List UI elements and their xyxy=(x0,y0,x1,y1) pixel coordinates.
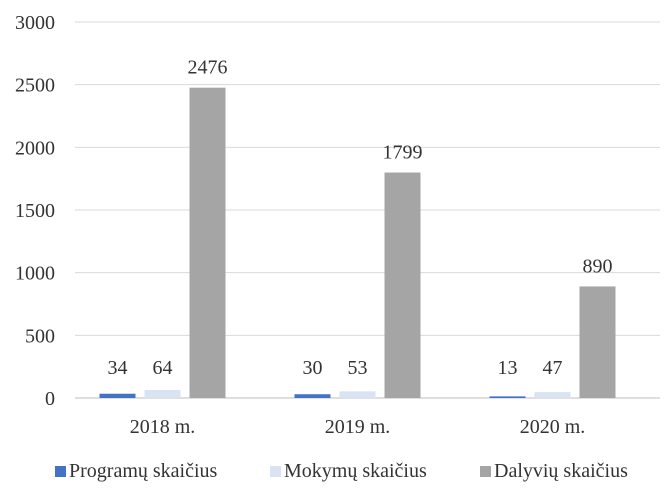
legend-item: Mokymų skaičius xyxy=(270,460,427,482)
y-tick-label: 1000 xyxy=(15,263,55,285)
y-tick-label: 500 xyxy=(25,325,55,347)
data-label: 34 xyxy=(108,357,128,379)
x-axis-category-labels: 2018 m. 2019 m. 2020 m. xyxy=(130,416,586,438)
y-axis-tick-labels: 0 500 1000 1500 2000 2500 3000 xyxy=(15,12,55,410)
bar-3-2 xyxy=(384,172,421,398)
y-tick-label: 2500 xyxy=(15,75,55,97)
legend-label: Mokymų skaičius xyxy=(284,460,427,482)
legend-item: Dalyvių skaičius xyxy=(480,460,628,482)
gridlines xyxy=(75,21,660,399)
bar-1-2 xyxy=(294,394,331,398)
bar-1-1 xyxy=(99,393,136,398)
data-label: 2476 xyxy=(188,57,228,79)
bar-3-1 xyxy=(189,87,226,398)
x-category-label: 2018 m. xyxy=(130,416,196,438)
y-tick-label: 0 xyxy=(45,388,55,410)
legend-swatch xyxy=(480,466,491,477)
bar-3-3 xyxy=(579,286,616,398)
bars xyxy=(99,87,616,398)
legend-label: Dalyvių skaičius xyxy=(494,460,628,482)
legend-label: Programų skaičius xyxy=(69,460,218,482)
data-label: 47 xyxy=(543,357,563,379)
legend-swatch xyxy=(55,466,66,477)
data-label: 13 xyxy=(498,357,518,379)
x-category-label: 2020 m. xyxy=(520,416,586,438)
legend-swatch xyxy=(270,466,281,477)
data-label: 890 xyxy=(583,255,613,277)
bar-2-2 xyxy=(339,391,376,398)
legend: Programų skaičius Mokymų skaičius Dalyvių … xyxy=(55,460,628,482)
bar-2-1 xyxy=(144,389,181,398)
data-labels: 34 64 2476 30 53 1799 13 47 890 xyxy=(108,57,613,379)
y-tick-label: 1500 xyxy=(15,200,55,222)
x-category-label: 2019 m. xyxy=(325,416,391,438)
data-label: 53 xyxy=(348,357,368,379)
data-label: 64 xyxy=(153,357,173,379)
y-tick-label: 2000 xyxy=(15,137,55,159)
data-label: 1799 xyxy=(383,142,423,164)
legend-item: Programų skaičius xyxy=(55,460,218,482)
bar-1-3 xyxy=(489,396,526,398)
y-tick-label: 3000 xyxy=(15,12,55,34)
bar-2-3 xyxy=(534,392,571,398)
data-label: 30 xyxy=(303,357,323,379)
